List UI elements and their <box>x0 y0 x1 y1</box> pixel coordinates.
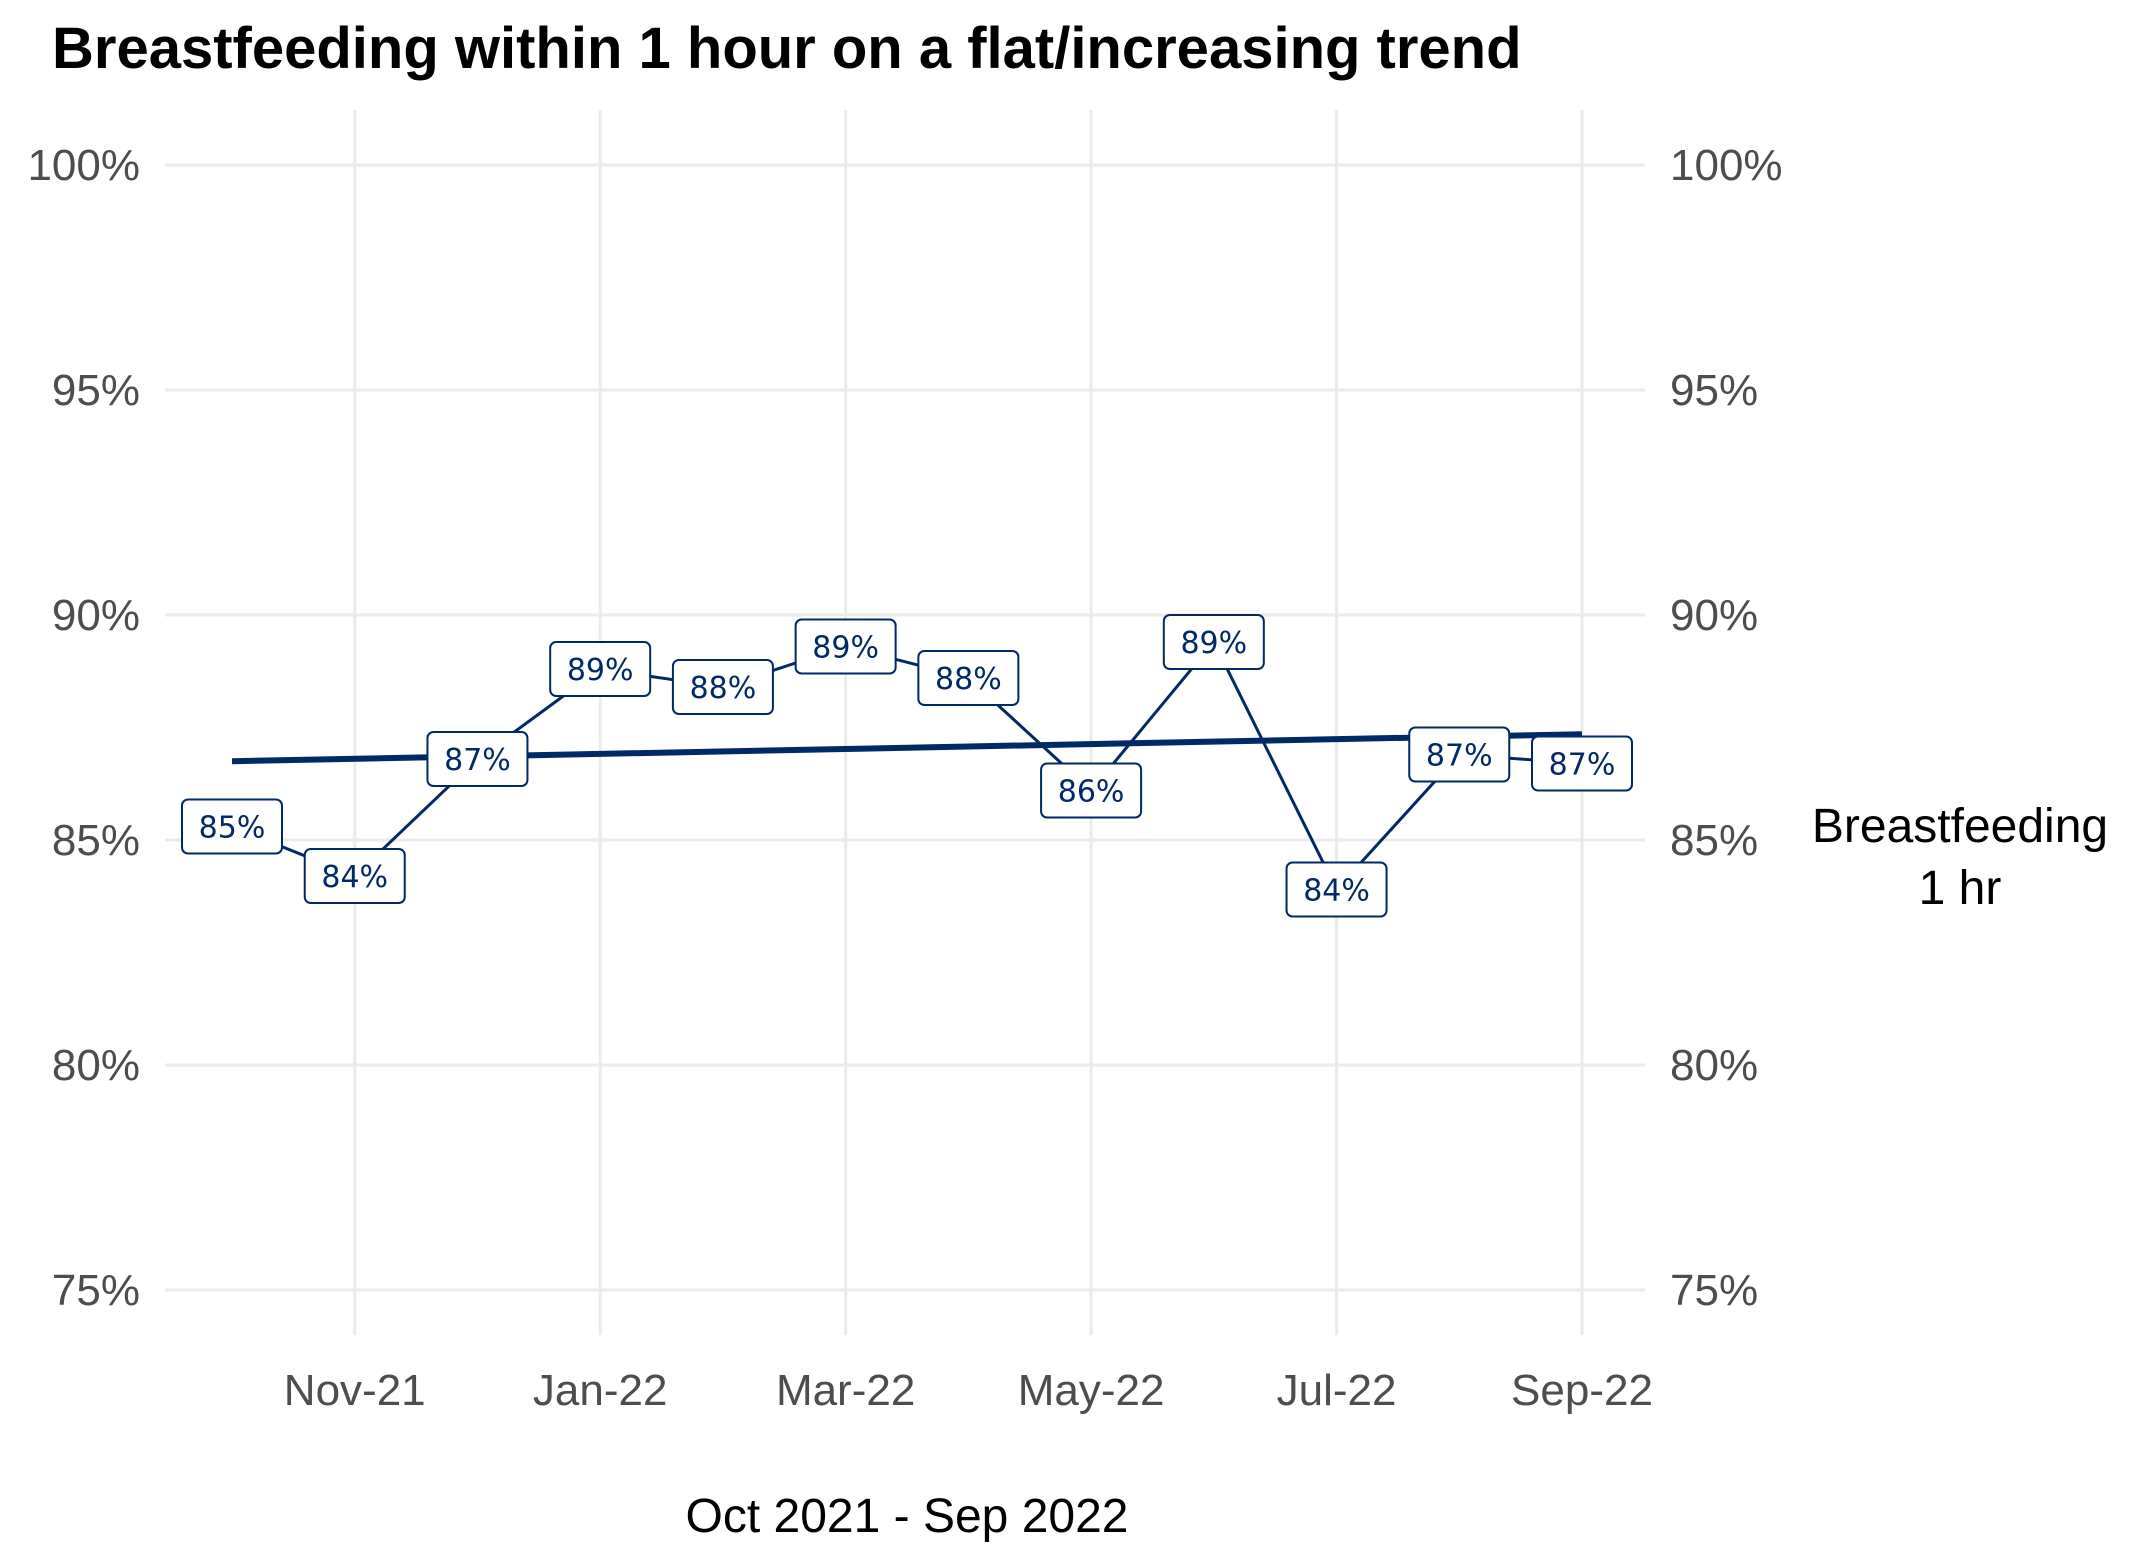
data-labels: 85% 84% 87% 89% 88% 89% 88% 86% 89% 84% 87% 87% <box>181 614 1633 918</box>
x-tick-label: Mar-22 <box>776 1366 915 1415</box>
data-label: 88% <box>917 650 1020 706</box>
data-label-text: 88% <box>935 662 1002 697</box>
y-axis-right: 75% 80% 85% 90% 95% 100% <box>1670 141 1783 1315</box>
data-label-text: 84% <box>1303 874 1370 909</box>
data-label-text: 84% <box>321 860 388 895</box>
y-tick-label-right: 85% <box>1670 816 1758 865</box>
data-label-box <box>181 798 283 855</box>
data-label: 85% <box>181 798 283 855</box>
data-label: 84% <box>303 848 406 904</box>
y-axis-left: 75% 80% 85% 90% 95% 100% <box>27 141 140 1315</box>
data-label: 88% <box>671 659 774 715</box>
data-label-text: 87% <box>1426 739 1493 774</box>
x-axis: Nov-21 Jan-22 Mar-22 May-22 Jul-22 Sep-22 <box>284 1366 1653 1415</box>
data-label: 89% <box>1162 614 1265 670</box>
data-label-text: 88% <box>690 671 757 706</box>
data-label: 86% <box>1040 762 1143 819</box>
data-label: 84% <box>1285 861 1388 918</box>
data-label-text: 85% <box>199 811 266 846</box>
data-label-box <box>671 659 774 715</box>
y-tick-label-right: 80% <box>1670 1041 1758 1090</box>
x-tick-label: Jan-22 <box>533 1366 668 1415</box>
x-tick-label: Nov-21 <box>284 1366 426 1415</box>
data-label-box <box>1040 762 1143 819</box>
data-label-box <box>1162 614 1265 670</box>
data-label: 89% <box>549 641 652 697</box>
data-label-box <box>549 641 652 697</box>
y-tick-label-left: 85% <box>52 816 140 865</box>
data-label-box <box>1285 861 1388 918</box>
x-axis-title: Oct 2021 - Sep 2022 <box>686 1490 1129 1543</box>
x-tick-label: Sep-22 <box>1511 1366 1653 1415</box>
y-tick-label-right: 90% <box>1670 591 1758 640</box>
data-label-box <box>303 848 406 904</box>
y-tick-label-left: 80% <box>52 1041 140 1090</box>
y-tick-label-left: 95% <box>52 366 140 415</box>
x-gridlines <box>353 110 1584 1335</box>
y-tick-label-right: 95% <box>1670 366 1758 415</box>
x-tick-label: Jul-22 <box>1277 1366 1397 1415</box>
data-label-box <box>1408 726 1511 783</box>
secondary-axis-label-line1: Breastfeeding <box>1812 800 2108 853</box>
data-label-text: 87% <box>444 743 511 778</box>
data-label: 87% <box>426 731 529 787</box>
y-tick-label-left: 75% <box>52 1266 140 1315</box>
chart-title: Breastfeeding within 1 hour on a flat/in… <box>52 16 1522 81</box>
data-label-text: 89% <box>567 653 634 688</box>
data-label-box <box>794 618 897 675</box>
y-tick-label-right: 75% <box>1670 1266 1758 1315</box>
y-tick-label-left: 100% <box>27 141 140 190</box>
data-label-text: 87% <box>1549 748 1616 783</box>
data-label-box <box>917 650 1020 706</box>
data-label-text: 86% <box>1058 775 1125 810</box>
data-label: 87% <box>1408 726 1511 783</box>
data-label-text: 89% <box>812 631 879 666</box>
data-label: 89% <box>794 618 897 675</box>
x-tick-label: May-22 <box>1018 1366 1165 1415</box>
secondary-axis-label-line2: 1 hr <box>1919 862 2002 915</box>
y-gridlines <box>165 163 1645 1292</box>
data-label-box <box>1531 735 1633 792</box>
data-label-text: 89% <box>1180 626 1247 661</box>
data-label-box <box>426 731 529 787</box>
y-tick-label-right: 100% <box>1670 141 1783 190</box>
data-label: 87% <box>1531 735 1633 792</box>
y-tick-label-left: 90% <box>52 591 140 640</box>
